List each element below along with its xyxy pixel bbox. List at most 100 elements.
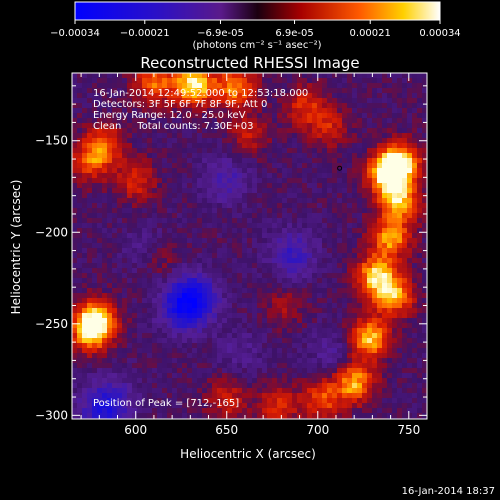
heatmap-cell <box>82 158 88 164</box>
heatmap-cell <box>297 403 303 409</box>
heatmap-cell <box>182 373 188 379</box>
heatmap-cell <box>132 228 138 234</box>
heatmap-cell <box>382 198 388 204</box>
heatmap-cell <box>237 353 243 359</box>
heatmap-cell <box>212 333 218 339</box>
heatmap-cell <box>382 133 388 139</box>
heatmap-cell <box>417 83 423 89</box>
heatmap-cell <box>262 313 268 319</box>
heatmap-cell <box>317 118 323 124</box>
heatmap-cell <box>302 358 308 364</box>
heatmap-cell <box>117 358 123 364</box>
heatmap-cell <box>417 308 423 314</box>
heatmap-cell <box>347 393 353 399</box>
heatmap-cell <box>317 223 323 229</box>
heatmap-cell <box>347 223 353 229</box>
heatmap-cell <box>347 183 353 189</box>
heatmap-cell <box>367 313 373 319</box>
heatmap-cell <box>407 118 413 124</box>
heatmap-cell <box>367 203 373 209</box>
heatmap-cell <box>232 93 238 99</box>
heatmap-cell <box>257 248 263 254</box>
heatmap-cell <box>332 203 338 209</box>
heatmap-cell <box>162 303 168 309</box>
heatmap-cell <box>227 293 233 299</box>
heatmap-cell <box>242 208 248 214</box>
heatmap-cell <box>132 248 138 254</box>
heatmap-cell <box>72 318 78 324</box>
heatmap-cell <box>267 363 273 369</box>
heatmap-cell <box>357 243 363 249</box>
heatmap-cell <box>122 388 128 394</box>
heatmap-cell <box>412 183 418 189</box>
heatmap-cell <box>172 313 178 319</box>
heatmap-cell <box>157 233 163 239</box>
heatmap-cell <box>382 383 388 389</box>
heatmap-cell <box>297 218 303 224</box>
heatmap-cell <box>307 128 313 134</box>
heatmap-cell <box>92 243 98 249</box>
heatmap-cell <box>352 228 358 234</box>
heatmap-cell <box>217 303 223 309</box>
heatmap-cell <box>122 298 128 304</box>
heatmap-cell <box>282 318 288 324</box>
heatmap-cell <box>192 138 198 144</box>
heatmap-cell <box>142 268 148 274</box>
heatmap-cell <box>192 158 198 164</box>
heatmap-cell <box>412 353 418 359</box>
heatmap-cell <box>252 78 258 84</box>
heatmap-cell <box>287 143 293 149</box>
heatmap-cell <box>267 248 273 254</box>
heatmap-cell <box>217 93 223 99</box>
heatmap-cell <box>352 278 358 284</box>
heatmap-cell <box>417 133 423 139</box>
heatmap-cell <box>217 158 223 164</box>
heatmap-cell <box>407 123 413 129</box>
heatmap-cell <box>192 213 198 219</box>
heatmap-cell <box>392 148 398 154</box>
heatmap-cell <box>367 218 373 224</box>
heatmap-cell <box>382 278 388 284</box>
heatmap-cell <box>137 313 143 319</box>
heatmap-cell <box>312 378 318 384</box>
heatmap-cell <box>362 268 368 274</box>
heatmap-cell <box>102 208 108 214</box>
heatmap-cell <box>212 123 218 129</box>
heatmap-cell <box>212 118 218 124</box>
heatmap-cell <box>257 78 263 84</box>
heatmap-cell <box>202 148 208 154</box>
heatmap-cell <box>377 138 383 144</box>
heatmap-cell <box>212 328 218 334</box>
heatmap-cell <box>122 73 128 79</box>
heatmap-cell <box>237 83 243 89</box>
heatmap-cell <box>312 263 318 269</box>
heatmap-cell <box>122 313 128 319</box>
heatmap-cell <box>142 413 148 419</box>
heatmap-cell <box>407 283 413 289</box>
heatmap-cell <box>387 308 393 314</box>
heatmap-cell <box>137 378 143 384</box>
heatmap-cell <box>317 408 323 414</box>
heatmap-cell <box>157 268 163 274</box>
heatmap-cell <box>417 113 423 119</box>
heatmap-cell <box>192 323 198 329</box>
heatmap-cell <box>297 303 303 309</box>
heatmap-cell <box>247 293 253 299</box>
heatmap-cell <box>122 343 128 349</box>
heatmap-cell <box>227 383 233 389</box>
heatmap-cell <box>182 393 188 399</box>
heatmap-cell <box>352 343 358 349</box>
heatmap-cell <box>207 73 213 79</box>
heatmap-cell <box>227 238 233 244</box>
heatmap-cell <box>207 78 213 84</box>
heatmap-cell <box>387 193 393 199</box>
heatmap-cell <box>122 283 128 289</box>
heatmap-cell <box>282 323 288 329</box>
heatmap-cell <box>332 263 338 269</box>
heatmap-cell <box>222 238 228 244</box>
heatmap-cell <box>117 238 123 244</box>
heatmap-cell <box>102 193 108 199</box>
heatmap-cell <box>417 228 423 234</box>
heatmap-cell <box>127 373 133 379</box>
heatmap-cell <box>392 238 398 244</box>
